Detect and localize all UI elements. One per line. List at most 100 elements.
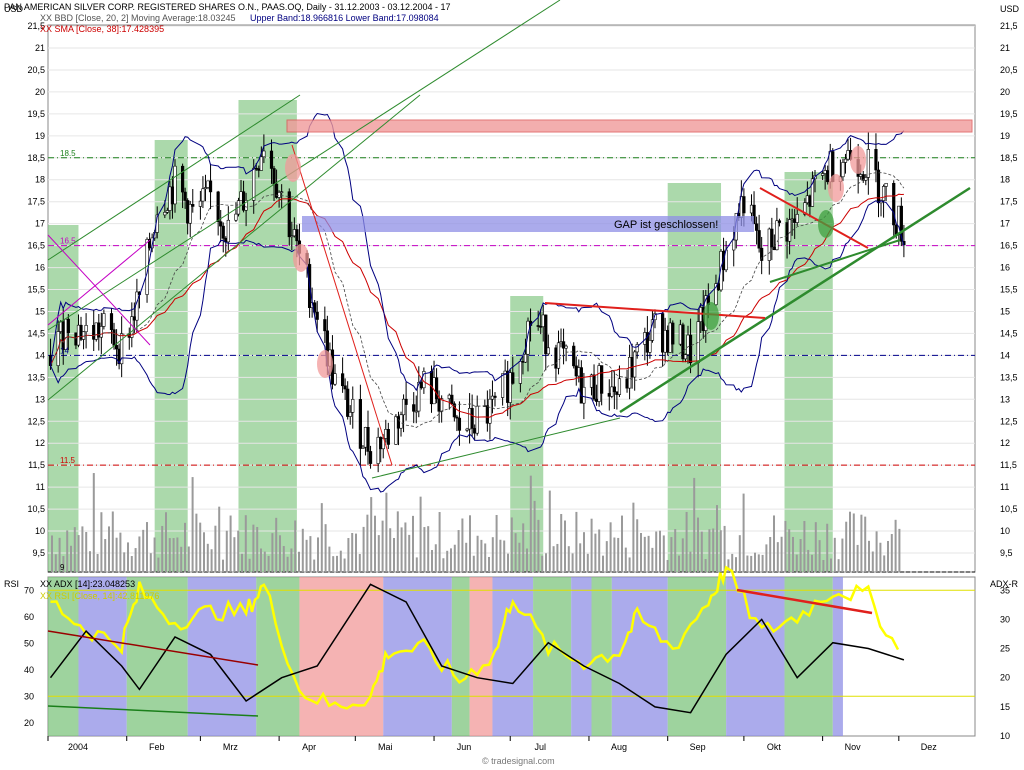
price-candle <box>132 316 136 321</box>
annotations: 18.5 16.5 14 11.5 9 GAP ist geschlossen! <box>47 0 973 717</box>
volume-bar <box>651 547 654 572</box>
red-oval <box>293 244 309 272</box>
volume-bar <box>552 546 555 572</box>
price-candle <box>785 222 789 242</box>
price-candle <box>666 329 670 353</box>
price-tick-right: 20 <box>1000 87 1010 97</box>
volume-bar <box>290 548 293 572</box>
volume-bar <box>727 559 730 572</box>
rsi-zone <box>469 577 493 736</box>
price-tick-left: 9,5 <box>32 548 45 558</box>
bb-upper-line <box>50 112 905 392</box>
price-tick-left: 16 <box>35 263 45 273</box>
volume-bar <box>678 555 680 572</box>
price-candle <box>803 202 807 215</box>
volume-bar <box>457 530 460 572</box>
bb-lower-line <box>50 200 905 493</box>
volume-bar <box>860 514 863 572</box>
volume-bar <box>826 523 829 572</box>
price-candle <box>358 399 362 449</box>
price-tick-right: 19 <box>1000 131 1010 141</box>
price-candle <box>244 200 248 211</box>
volume-bar <box>362 526 365 572</box>
volume-bar <box>571 553 574 572</box>
volume-bar <box>518 542 521 572</box>
price-tick-right: 12,5 <box>1000 416 1018 426</box>
volume-bar <box>115 537 118 572</box>
green-zone <box>784 172 833 572</box>
price-candle <box>526 320 530 355</box>
price-candle <box>333 373 337 385</box>
volume-bar <box>142 529 145 572</box>
volume-bar <box>320 503 323 572</box>
volume-bar <box>138 536 141 572</box>
volume-bar <box>408 534 411 572</box>
price-candle <box>843 158 848 163</box>
volume-bar <box>784 520 787 572</box>
price-candle <box>493 395 497 398</box>
price-candle <box>292 229 296 237</box>
volume-bar <box>617 537 620 572</box>
volume-bar <box>324 524 327 572</box>
volume-bar <box>712 528 715 572</box>
volume-bar <box>613 537 616 572</box>
volume-bar <box>127 542 129 572</box>
channel-line-upper-2 <box>47 0 561 331</box>
price-candle <box>635 344 639 353</box>
price-tick-left: 20,5 <box>27 65 45 75</box>
volume-bar <box>898 528 901 572</box>
price-candle <box>259 156 263 171</box>
price-candle <box>808 195 812 207</box>
price-candle <box>66 318 70 334</box>
red-oval <box>285 154 301 182</box>
price-candle <box>612 386 616 393</box>
green-oval <box>703 302 719 330</box>
price-candle <box>348 411 352 417</box>
price-candle <box>884 182 888 187</box>
price-candle <box>597 365 601 402</box>
volume-bar <box>336 555 338 572</box>
volume-bar <box>533 500 536 572</box>
price-candle <box>114 345 119 350</box>
price-candle <box>752 204 756 225</box>
x-month-label: Okt <box>767 742 782 752</box>
price-candle <box>257 168 261 171</box>
volume-bar <box>894 519 897 572</box>
price-candle <box>183 191 187 201</box>
volume-bar <box>96 553 99 572</box>
rsi-zone <box>299 577 384 736</box>
volume-bar <box>864 516 867 572</box>
volume-bar <box>81 526 84 572</box>
price-candle <box>541 314 545 327</box>
price-candle <box>287 191 291 238</box>
volume-bar <box>700 531 703 572</box>
price-tick-left: 20 <box>35 87 45 97</box>
volume-bar <box>795 554 798 572</box>
rsi-panel-label: RSI <box>4 579 20 589</box>
price-candle <box>76 324 81 346</box>
price-tick-right: 15 <box>1000 306 1010 316</box>
price-candle <box>112 329 116 346</box>
volume-bar <box>301 528 304 572</box>
volume-bar <box>624 547 627 572</box>
volume-bar <box>260 548 262 572</box>
rsi-zone <box>784 577 833 736</box>
rsi-zone <box>187 577 257 736</box>
volume-bar <box>708 529 711 572</box>
volume-bar <box>66 530 69 572</box>
price-candle <box>650 319 655 341</box>
volume-bars <box>51 473 901 572</box>
price-candle <box>523 353 528 363</box>
price-tick-right: 16 <box>1000 263 1010 273</box>
volume-bar <box>541 555 544 572</box>
volume-bar <box>244 515 247 572</box>
volume-bar <box>647 535 650 572</box>
volume-bar <box>674 529 677 572</box>
volume-bar <box>282 546 285 572</box>
volume-bar <box>681 538 684 572</box>
price-tick-right: 20,5 <box>1000 65 1018 75</box>
volume-bar <box>495 514 498 572</box>
price-candle <box>625 378 629 389</box>
volume-bar <box>807 549 810 572</box>
volume-bar <box>317 537 319 572</box>
